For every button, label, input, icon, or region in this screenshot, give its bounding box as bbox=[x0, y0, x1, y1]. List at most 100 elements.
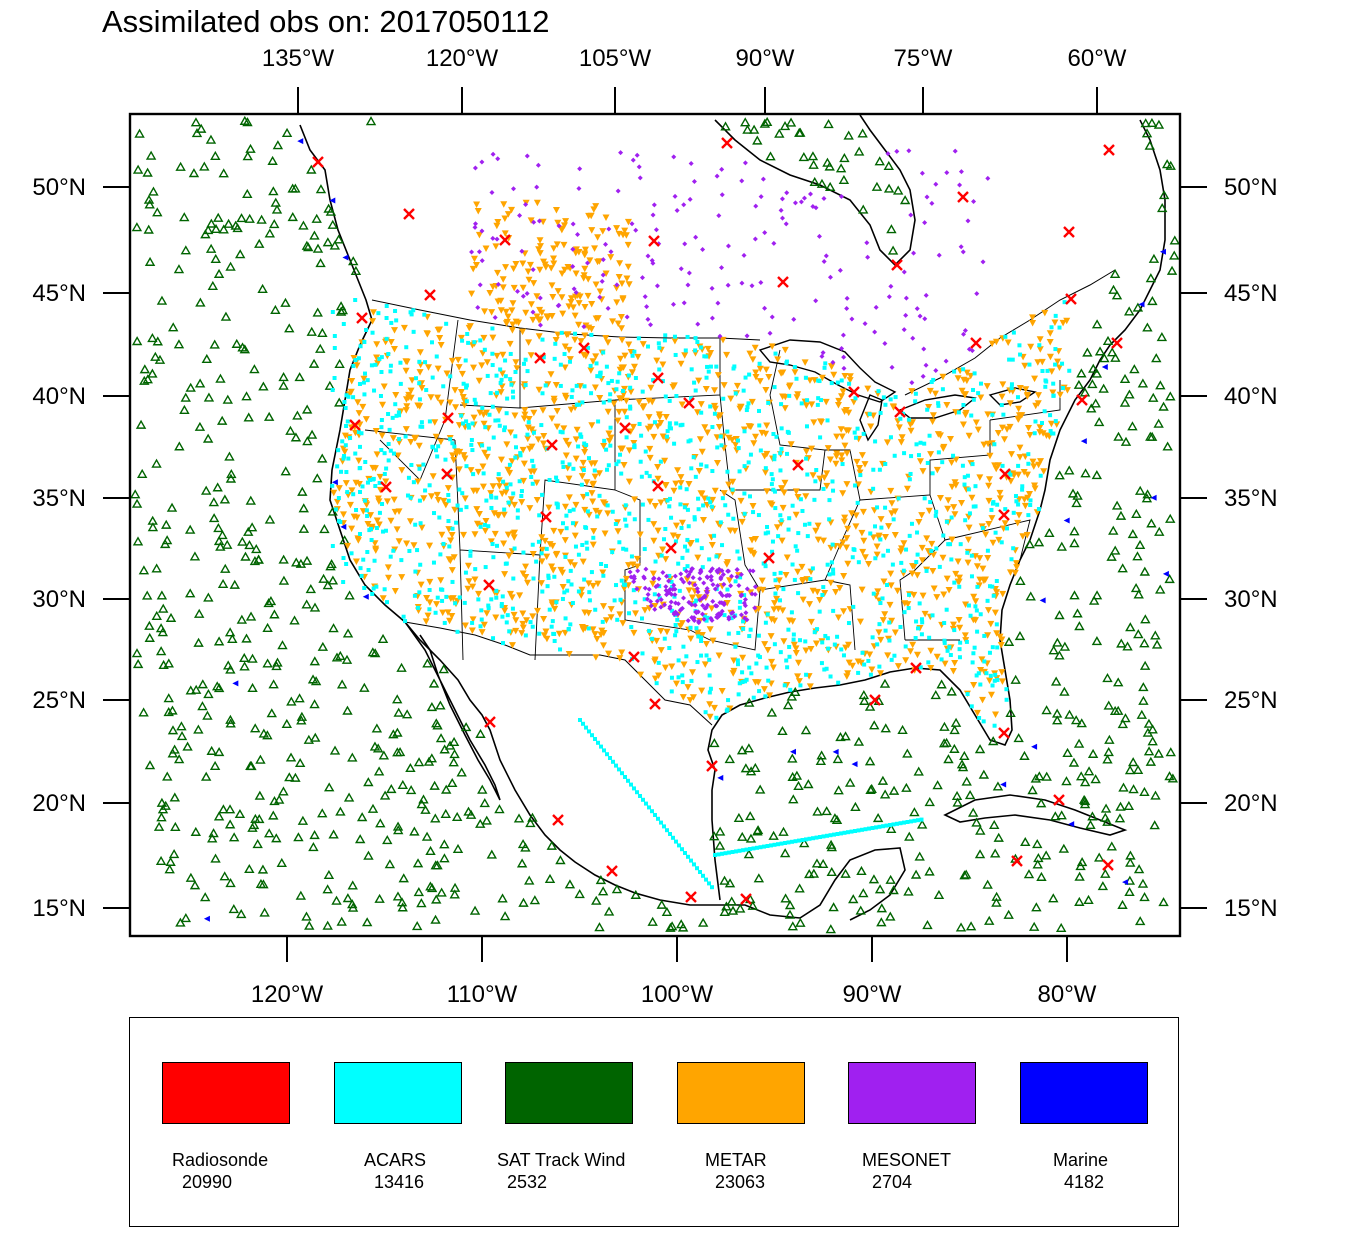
sat-track-wind-ob-marker bbox=[839, 152, 850, 163]
acars-ob-marker bbox=[800, 838, 805, 842]
sat-track-wind-ob-marker bbox=[1118, 782, 1129, 792]
sat-track-wind-ob-marker bbox=[603, 906, 615, 916]
radiosonde-ob-marker bbox=[740, 893, 752, 905]
metar-ob-marker bbox=[460, 452, 468, 459]
sat-track-wind-ob-marker bbox=[412, 858, 424, 868]
acars-ob-marker bbox=[968, 613, 973, 618]
metar-ob-marker bbox=[739, 654, 747, 662]
metar-ob-marker bbox=[403, 403, 411, 410]
metar-ob-marker bbox=[480, 334, 488, 342]
mesonet-ob-marker bbox=[687, 196, 693, 202]
metar-ob-marker bbox=[846, 377, 854, 384]
acars-ob-marker bbox=[940, 460, 945, 465]
metar-ob-marker bbox=[846, 373, 854, 380]
acars-ob-marker bbox=[810, 566, 815, 571]
sat-track-wind-ob-marker bbox=[336, 679, 348, 689]
acars-ob-marker bbox=[980, 526, 985, 531]
metar-ob-marker bbox=[809, 472, 817, 479]
metar-ob-marker bbox=[806, 601, 814, 608]
acars-ob-marker bbox=[540, 492, 545, 497]
metar-ob-marker bbox=[950, 504, 958, 511]
acars-ob-marker bbox=[540, 589, 545, 594]
sat-track-wind-ob-marker bbox=[888, 785, 900, 795]
radiosonde-ob-marker bbox=[1076, 394, 1088, 406]
acars-ob-marker bbox=[888, 397, 893, 402]
sat-track-wind-ob-marker bbox=[197, 701, 208, 711]
acars-ob-marker bbox=[440, 598, 445, 603]
acars-ob-marker bbox=[944, 519, 949, 524]
acars-ob-marker bbox=[1050, 431, 1055, 436]
mesonet-ob-marker bbox=[801, 195, 807, 201]
metar-ob-marker bbox=[907, 427, 915, 435]
sat-track-wind-ob-marker bbox=[978, 769, 990, 779]
sat-track-wind-ob-marker bbox=[213, 522, 224, 533]
metar-ob-marker bbox=[701, 661, 709, 668]
mesonet-ob-marker bbox=[699, 595, 705, 601]
acars-ob-marker bbox=[663, 333, 668, 338]
sat-track-wind-ob-marker bbox=[301, 911, 312, 921]
acars-ob-marker bbox=[873, 524, 878, 529]
sat-track-wind-ob-marker bbox=[422, 658, 433, 668]
sat-track-wind-ob-marker bbox=[155, 623, 167, 633]
metar-ob-marker bbox=[547, 265, 555, 272]
acars-ob-marker bbox=[925, 407, 930, 412]
metar-ob-marker bbox=[881, 611, 889, 618]
sat-track-wind-ob-marker bbox=[155, 855, 167, 866]
metar-ob-marker bbox=[542, 628, 550, 635]
sat-track-wind-ob-marker bbox=[193, 724, 204, 734]
sat-track-wind-ob-marker bbox=[1059, 686, 1070, 696]
acars-ob-marker bbox=[803, 375, 808, 380]
metar-ob-marker bbox=[592, 281, 600, 288]
acars-ob-marker bbox=[692, 862, 696, 867]
metar-ob-marker bbox=[946, 435, 954, 443]
metar-ob-marker bbox=[792, 649, 800, 657]
acars-ob-marker bbox=[720, 496, 725, 501]
sat-track-wind-ob-marker bbox=[255, 878, 267, 889]
metar-ob-marker bbox=[654, 463, 662, 471]
sat-track-wind-ob-marker bbox=[1091, 636, 1103, 646]
acars-ob-marker bbox=[365, 514, 370, 518]
sat-track-wind-ob-marker bbox=[182, 741, 193, 751]
sat-track-wind-ob-marker bbox=[436, 887, 447, 897]
metar-ob-marker bbox=[1036, 424, 1044, 431]
sat-track-wind-ob-marker bbox=[1074, 871, 1085, 881]
acars-ob-marker bbox=[829, 560, 834, 565]
mesonet-ob-marker bbox=[666, 589, 672, 595]
acars-ob-marker bbox=[539, 423, 544, 428]
sat-track-wind-ob-marker bbox=[343, 792, 355, 802]
acars-ob-marker bbox=[515, 515, 520, 520]
metar-ob-marker bbox=[724, 559, 732, 566]
acars-ob-marker bbox=[537, 513, 542, 518]
sat-track-wind-ob-marker bbox=[247, 682, 258, 693]
sat-track-wind-ob-marker bbox=[1119, 397, 1131, 407]
sat-track-wind-ob-marker bbox=[1127, 757, 1139, 767]
acars-ob-marker bbox=[712, 533, 717, 538]
metar-ob-marker bbox=[607, 614, 615, 621]
sat-track-wind-ob-marker bbox=[384, 859, 396, 869]
mesonet-ob-marker bbox=[720, 571, 726, 577]
acars-ob-marker bbox=[876, 389, 881, 394]
acars-ob-marker bbox=[698, 870, 702, 874]
sat-track-wind-ob-marker bbox=[1137, 878, 1149, 888]
acars-ob-marker bbox=[981, 719, 986, 724]
acars-ob-marker bbox=[509, 382, 514, 387]
metar-ob-marker bbox=[418, 524, 426, 532]
metar-ob-marker bbox=[762, 387, 770, 394]
sat-track-wind-ob-marker bbox=[1072, 608, 1083, 618]
mesonet-ob-marker bbox=[960, 249, 966, 255]
sat-track-wind-ob-marker bbox=[857, 128, 868, 138]
sat-track-wind-ob-marker bbox=[239, 115, 251, 125]
acars-ob-marker bbox=[716, 852, 721, 857]
sat-track-wind-ob-marker bbox=[441, 784, 452, 794]
acars-ob-marker bbox=[517, 479, 522, 484]
sat-track-wind-ob-marker bbox=[897, 724, 908, 735]
acars-ob-marker bbox=[824, 666, 829, 671]
sat-track-wind-ob-marker bbox=[774, 128, 785, 138]
metar-ob-marker bbox=[1036, 336, 1044, 343]
sat-track-wind-ob-marker bbox=[1040, 850, 1052, 860]
acars-ob-marker bbox=[1067, 368, 1072, 373]
sat-track-wind-ob-marker bbox=[843, 130, 854, 140]
radiosonde-ob-marker bbox=[380, 481, 392, 493]
sat-track-wind-ob-marker bbox=[902, 748, 913, 758]
acars-ob-marker bbox=[793, 544, 798, 549]
